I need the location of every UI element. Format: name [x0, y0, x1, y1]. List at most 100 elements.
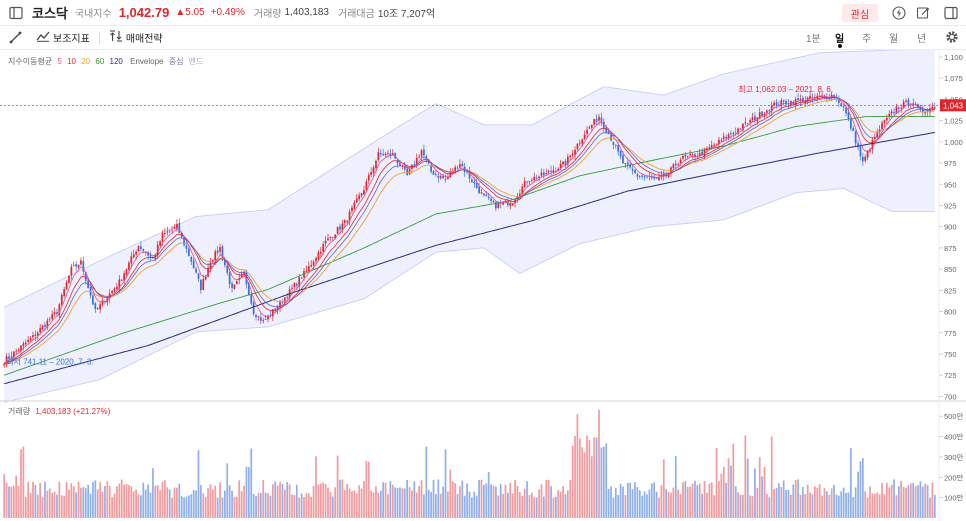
- candle-body: [905, 100, 907, 102]
- candle-body: [562, 161, 564, 165]
- candle-body: [545, 173, 548, 175]
- candle-body: [535, 177, 538, 179]
- volume-bar: [921, 486, 924, 518]
- candle-body: [466, 171, 468, 173]
- candle-body: [715, 143, 718, 145]
- candle-body: [614, 144, 617, 146]
- volume-bar: [507, 492, 509, 518]
- timeframe-1min[interactable]: 1분: [806, 34, 821, 45]
- volume-bar: [411, 490, 413, 518]
- volume-bar: [725, 482, 727, 518]
- volume-bar: [343, 490, 346, 518]
- timeframe-year[interactable]: 년: [917, 34, 927, 45]
- volume-bar: [82, 486, 85, 518]
- volume-bar: [214, 485, 217, 518]
- candle-body: [495, 202, 497, 209]
- timeframe-day[interactable]: 일: [835, 34, 845, 45]
- candle-body: [511, 203, 514, 206]
- candle-body: [367, 174, 370, 181]
- candle-body: [125, 269, 128, 275]
- candle-body: [744, 122, 747, 124]
- candle-body: [12, 351, 15, 358]
- volume-bar: [619, 483, 622, 518]
- settings-gear-icon[interactable]: [945, 30, 959, 47]
- candle-body: [276, 306, 279, 311]
- candle-body: [799, 98, 802, 101]
- timeframe-week[interactable]: 주: [862, 34, 872, 45]
- candle-body: [339, 226, 341, 230]
- volume-bar: [787, 489, 790, 518]
- edit-icon[interactable]: [913, 3, 933, 23]
- draw-line-icon[interactable]: [6, 29, 24, 47]
- volume-bar: [327, 487, 329, 518]
- indicator-button[interactable]: 보조지표: [36, 30, 90, 45]
- volume-bar: [382, 482, 385, 518]
- volume-bar: [919, 481, 922, 518]
- volume-bar: [677, 489, 680, 518]
- index-category: 국내지수: [74, 9, 112, 20]
- volume-bar: [641, 495, 644, 518]
- volume-bar: [192, 489, 195, 518]
- volume-bar: [614, 488, 617, 518]
- volume-bar: [828, 494, 831, 518]
- volume-bar: [571, 445, 574, 518]
- ma-legend: 지수이동평균 5 10 20 60 120 Envelope 중심 밴드: [8, 56, 203, 67]
- volume-bar: [586, 435, 588, 518]
- candle-body: [720, 139, 723, 141]
- volume-bar: [799, 494, 802, 518]
- volume-bar: [137, 494, 140, 518]
- candle-body: [629, 164, 632, 168]
- split-panel-icon[interactable]: [941, 3, 961, 23]
- volume-bar: [36, 494, 39, 518]
- favorite-button[interactable]: 관심: [842, 4, 878, 22]
- candle-body: [638, 175, 641, 177]
- candle-body: [348, 211, 351, 222]
- volume-bar: [312, 486, 315, 518]
- volume-bar: [861, 458, 864, 518]
- candle-body: [231, 283, 233, 288]
- candle-body: [406, 168, 409, 175]
- candle-body: [797, 98, 799, 101]
- candle-body: [48, 319, 51, 321]
- candle-body: [471, 179, 473, 183]
- volume-bar: [235, 496, 238, 518]
- volume-bar: [701, 493, 704, 518]
- volume-bar: [44, 481, 46, 518]
- candle-body: [53, 312, 56, 315]
- candle-body: [195, 268, 197, 273]
- timeframe-month[interactable]: 월: [889, 34, 899, 45]
- volume-bar: [262, 479, 265, 518]
- volume-bar: [87, 484, 90, 518]
- candle-body: [118, 279, 121, 288]
- volume-bar: [785, 489, 787, 518]
- candle-body: [924, 111, 927, 114]
- volume-bar: [679, 494, 682, 518]
- price-chart[interactable]: 1,1001,0751,0501,0251,000975950925900875…: [0, 50, 966, 521]
- ma5-line: [3, 95, 935, 365]
- sidebar-toggle-icon[interactable]: [6, 3, 26, 23]
- lightning-icon[interactable]: [889, 3, 909, 23]
- candle-body: [22, 343, 25, 346]
- candle-body: [559, 163, 562, 168]
- candle-body: [65, 282, 68, 290]
- candle-body: [363, 189, 365, 195]
- ma60-label: 60: [95, 57, 105, 66]
- candle-body: [372, 167, 375, 174]
- candle-body: [571, 154, 574, 156]
- volume-bar: [535, 497, 538, 518]
- strategy-button[interactable]: 매매전략: [109, 30, 163, 45]
- volume-bar: [451, 481, 454, 518]
- high-annotation: 최고 1,062.03 – 2021. 8. 6.: [738, 84, 833, 94]
- candle-body: [655, 177, 658, 179]
- volume-bar: [8, 486, 10, 518]
- candle-body: [360, 193, 363, 196]
- volume-bar: [804, 493, 807, 518]
- volume-bar: [317, 484, 320, 518]
- candle-body: [435, 174, 437, 176]
- candle-body: [391, 153, 394, 155]
- candle-body: [624, 163, 627, 164]
- candle-body: [857, 143, 859, 148]
- volume-bar: [569, 479, 572, 518]
- volume-bar: [866, 497, 869, 518]
- volume-bar: [780, 487, 783, 518]
